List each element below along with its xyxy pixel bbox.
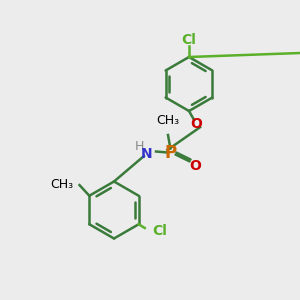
Text: P: P <box>165 144 177 162</box>
Text: O: O <box>189 159 201 173</box>
Text: CH₃: CH₃ <box>156 114 180 127</box>
Text: Cl: Cl <box>182 34 196 47</box>
Text: H: H <box>135 140 145 154</box>
Text: N: N <box>141 148 152 161</box>
Text: Cl: Cl <box>152 224 167 238</box>
Text: CH₃: CH₃ <box>50 178 74 191</box>
Text: O: O <box>190 117 202 130</box>
